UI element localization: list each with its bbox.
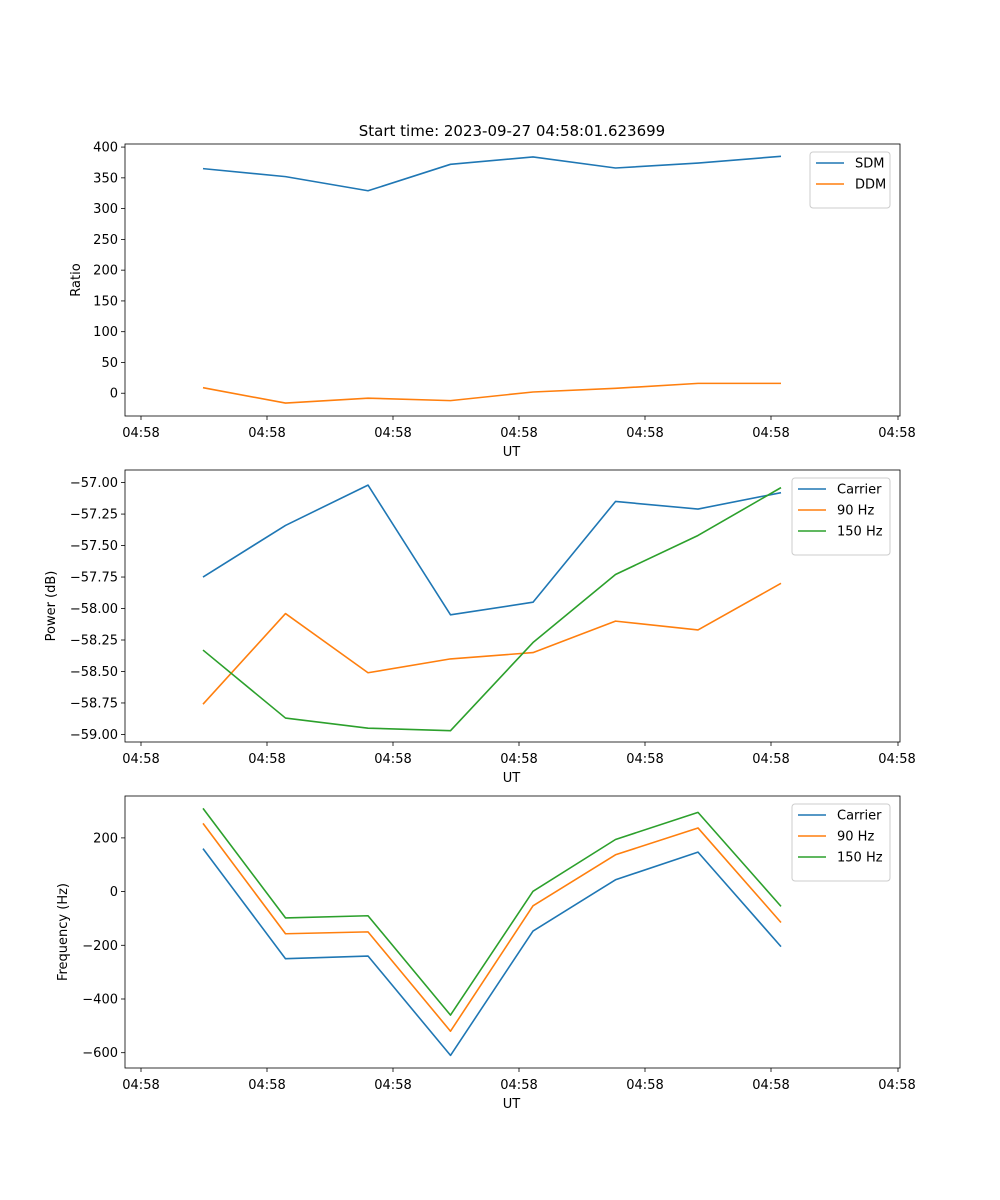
series-line-90-hz [202,822,782,1033]
series-line-150-hz [202,486,782,732]
legend-label: 150 Hz [837,525,883,540]
x-tick-label: 04:58 [878,1078,915,1093]
x-tick-label: 04:58 [626,426,663,441]
x-tick-label: 04:58 [248,752,285,767]
y-tick-label: −58.00 [70,602,118,617]
x-tick-label: 04:58 [374,426,411,441]
series-line-sdm [202,155,782,192]
y-tick-label: −57.75 [70,571,118,586]
x-axis-label: UT [503,1097,521,1112]
y-tick-label: −58.50 [70,665,118,680]
legend-label: Carrier [837,809,882,824]
y-tick-label: −58.25 [70,634,118,649]
y-axis-label: Ratio [69,263,84,296]
y-tick-label: 150 [93,294,118,309]
x-tick-label: 04:58 [878,752,915,767]
legend: SDM DDM [809,151,891,209]
x-tick-label: 04:58 [500,426,537,441]
y-axis-label: Power (dB) [44,571,59,642]
x-tick-label: 04:58 [626,1078,663,1093]
subplot-1: 0 50 100 150 200 250 300 350 400 04:58 04:58 04:58 0… [69,141,916,460]
y-tick-label: −200 [82,939,118,954]
y-tick-label: 0 [110,885,118,900]
x-tick-label: 04:58 [122,752,159,767]
y-tick-label: −59.00 [70,728,118,743]
x-tick-label: 04:58 [248,1078,285,1093]
x-tick-label: 04:58 [752,1078,789,1093]
x-tick-label: 04:58 [122,1078,159,1093]
y-tick-label: −58.75 [70,696,118,711]
chart-title: Start time: 2023-09-27 04:58:01.623699 [359,122,665,140]
y-tick-label: −57.00 [70,476,118,491]
y-tick-label: 0 [110,387,118,402]
x-axis-label: UT [503,771,521,786]
x-axis-label: UT [503,445,521,460]
y-tick-label: 200 [93,831,118,846]
y-axis-label: Frequency (Hz) [56,883,71,981]
x-tick-label: 04:58 [248,426,285,441]
legend-frame [791,477,891,556]
series-line-carrier [202,484,782,616]
subplot-stack: 0 50 100 150 200 250 300 350 400 04:58 04:58 04:58 0… [44,141,916,1112]
y-tick-label: 300 [93,202,118,217]
plot-area-frame [124,795,901,1069]
y-tick-label: −57.50 [70,539,118,554]
series-line-carrier [202,848,782,1057]
x-tick-label: 04:58 [122,426,159,441]
series-line-90-hz [202,582,782,705]
x-tick-label: 04:58 [878,426,915,441]
legend-label: DDM [855,178,886,193]
legend-frame [791,803,891,882]
y-tick-label: 400 [93,141,118,156]
legend-label: SDM [855,157,884,172]
legend-label: 150 Hz [837,851,883,866]
x-tick-label: 04:58 [626,752,663,767]
subplot-2: −59.00 −58.75 −58.50 −58.25 −58.00 −57.75 −57.… [44,469,916,786]
plot-area-frame [124,469,901,743]
legend-label: 90 Hz [837,504,874,519]
y-tick-label: 250 [93,233,118,248]
y-tick-label: 200 [93,264,118,279]
legend-label: Carrier [837,483,882,498]
x-tick-label: 04:58 [374,1078,411,1093]
subplot-3: −600 −400 −200 0 200 04:58 04:58 04:58 04:58 04:5… [56,795,916,1112]
x-tick-label: 04:58 [374,752,411,767]
y-tick-label: −57.25 [70,508,118,523]
x-tick-label: 04:58 [752,426,789,441]
y-tick-label: 50 [101,356,118,371]
x-tick-label: 04:58 [500,752,537,767]
legend: Carrier 90 Hz 150 Hz [791,477,891,556]
legend-label: 90 Hz [837,830,874,845]
x-tick-label: 04:58 [752,752,789,767]
y-tick-label: 350 [93,171,118,186]
legend-frame [809,151,891,209]
plot-area-frame [124,143,901,417]
y-tick-label: 100 [93,325,118,340]
x-tick-label: 04:58 [500,1078,537,1093]
series-line-ddm [202,382,781,404]
y-tick-label: −600 [82,1046,118,1061]
y-tick-label: −400 [82,992,118,1007]
legend: Carrier 90 Hz 150 Hz [791,803,891,882]
series-line-150-hz [202,807,782,1016]
